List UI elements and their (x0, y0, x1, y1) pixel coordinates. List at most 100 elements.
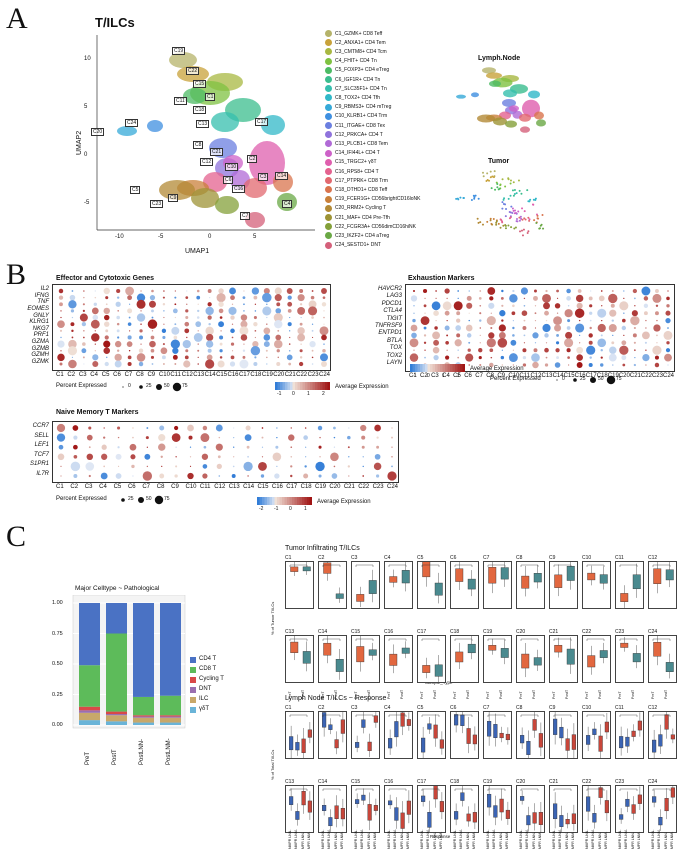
bar-legend-swatch (190, 657, 196, 663)
bar-segment (160, 722, 181, 725)
dot (266, 356, 268, 359)
bar-category-label: PostLNM- (166, 738, 172, 765)
percent-expressed-label: Percent Expressed (490, 376, 541, 382)
exhaustion-title: Exhaustion Markers (408, 275, 475, 282)
dot (420, 316, 430, 326)
dot (202, 425, 208, 431)
dot (532, 332, 539, 339)
bar-legend-label: Cycling T (199, 676, 224, 682)
boxplot-svg (454, 784, 477, 830)
dot (162, 363, 165, 365)
dot (275, 445, 279, 449)
percent-legend-value: 0 (128, 383, 131, 389)
box-mark (620, 642, 629, 648)
cluster-label: C20 (329, 484, 341, 490)
boxplot-cluster-title: C17 (417, 779, 427, 785)
dot (309, 340, 316, 348)
dot (162, 303, 166, 306)
box-mark (586, 735, 591, 745)
mini-umap-point (509, 216, 512, 219)
umap-cluster-label: C2 (247, 155, 258, 163)
box-mark (559, 726, 564, 739)
boxplot-cluster-title: C12 (648, 705, 658, 711)
bar-segment (79, 720, 100, 725)
mini-umap-point (514, 209, 517, 212)
dot (413, 305, 415, 307)
dot (132, 427, 134, 429)
box-mark (302, 651, 311, 664)
box-mark (323, 562, 332, 574)
legend-label: C4_FHIT+ CD4 Tn (335, 58, 377, 65)
dot (608, 324, 617, 332)
dot (544, 333, 549, 338)
dot (170, 339, 180, 349)
box-mark (421, 795, 426, 802)
dot (92, 360, 99, 368)
box-mark (532, 719, 537, 731)
dot (522, 348, 527, 353)
dot (321, 334, 327, 341)
dot (373, 462, 382, 471)
ln-title: Lymph Node T/ILCs ~ Response (285, 695, 387, 702)
dot (163, 323, 165, 325)
dot (512, 289, 515, 293)
gene-label: S1PR1 (29, 461, 49, 468)
boxplot-svg (355, 634, 377, 672)
dot (376, 445, 380, 449)
exhaustion-dotplot (405, 284, 675, 372)
dot (633, 341, 636, 344)
mini-umap-point (474, 194, 477, 197)
mini-umap-point (527, 216, 530, 219)
dot (136, 313, 146, 322)
dot (600, 349, 603, 352)
lymph-node-title: Lymph.Node (478, 55, 521, 62)
dot (633, 363, 637, 367)
dot (161, 465, 163, 468)
legend-swatch (325, 140, 332, 148)
dot (239, 326, 249, 336)
mini-umap-point (524, 218, 527, 221)
dot (555, 341, 560, 345)
legend-swatch (325, 48, 332, 56)
dot (467, 348, 471, 352)
dot (311, 363, 314, 365)
bar-segment (133, 603, 154, 697)
mini-umap-point (497, 222, 500, 225)
mini-umap-point (499, 183, 502, 186)
boxplot-svg (454, 635, 476, 670)
cluster-label: C12 (181, 372, 193, 378)
dot (556, 297, 559, 300)
umap-legend-item: C1_GZMK+ CD8 Teff (325, 30, 382, 37)
dot (79, 313, 88, 322)
dot (253, 315, 257, 320)
mini-umap-cluster (536, 119, 546, 127)
box-mark (295, 811, 300, 820)
boxplot-cell (450, 784, 479, 833)
boxplot-category-label: PostT (663, 689, 668, 699)
dot (207, 302, 212, 307)
colorbar-tick: 2 (322, 391, 325, 397)
dot (486, 338, 496, 348)
dot (247, 475, 249, 477)
dot (228, 306, 237, 315)
box-mark (361, 719, 366, 728)
dot (409, 353, 419, 362)
dot (200, 433, 210, 443)
dot (290, 465, 293, 468)
mini-umap-cluster (456, 94, 466, 99)
dot (184, 328, 190, 334)
cluster-label: C12 (530, 373, 542, 379)
percent-legend-value: 25 (580, 376, 586, 382)
box-mark (566, 648, 575, 665)
box-mark (323, 642, 332, 656)
boxplot-category-label: NMPR LNN- (387, 829, 391, 849)
dot (140, 290, 142, 292)
dot (297, 306, 306, 315)
box-mark (587, 655, 596, 668)
boxplot-category-label: MPR LNN- (333, 832, 338, 849)
dot (145, 436, 149, 440)
legend-label: C17_PTPRK+ CD8 Trm (335, 177, 388, 184)
boxplot-cell (582, 778, 611, 833)
dot (333, 465, 336, 468)
box-mark (487, 721, 492, 737)
